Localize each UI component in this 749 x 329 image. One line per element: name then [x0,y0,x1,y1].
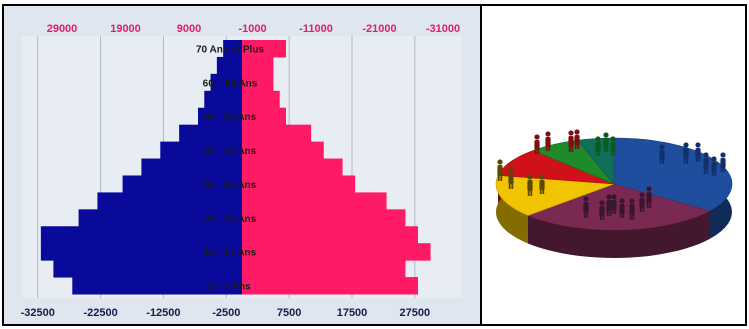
person-icon [619,198,625,218]
top-axis-tick-label: -21000 [362,23,396,35]
pie-slice [495,175,615,216]
person-icon [545,131,551,151]
bar-male [40,226,242,244]
bar-female [242,40,286,58]
bar-male [216,56,242,75]
bottom-axis-tick-label: -32500 [21,307,55,319]
pie-panel [482,6,745,324]
bottom-axis-tick-label: 7500 [277,307,301,319]
pie-slice-side [496,175,528,244]
bar-female [242,107,286,126]
pie-slice [613,137,733,212]
person-icon [611,194,617,214]
bar-male [179,124,242,143]
bar-male [160,141,242,160]
age-group-label: 70 Ans et Plus [196,44,264,55]
bar-male [210,73,242,92]
bar-female [242,175,356,193]
top-axis-tick-label: -1000 [238,23,266,35]
bar-male [122,175,242,193]
person-icon [629,198,635,220]
age-group-label: 0 - 4 Ans [209,282,251,293]
bar-female [242,209,406,227]
person-icon [527,174,533,196]
age-group-label: 20 - 24 Ans [204,214,257,225]
person-icon [595,136,601,156]
person-icon [720,152,726,172]
age-group-label: 10 - 14 Ans [204,248,257,259]
bar-male [223,40,242,58]
person-icon [508,167,514,189]
bar-male [198,107,242,126]
bar-female [242,277,418,295]
person-icon [534,134,540,154]
bar-male [72,277,243,295]
bottom-axis-tick-label: -12500 [146,307,180,319]
bar-female [242,90,280,109]
top-axis-tick-label: 29000 [47,23,78,35]
population-pyramid-chart: 0 - 4 Ans 10 - 14 Ans 20 - 24 Ans 30 - 34 A… [21,23,462,319]
person-icon [695,142,701,162]
person-icon [703,152,709,174]
person-icon [610,136,616,156]
bar-female [242,141,324,160]
bottom-axis-tick-label: -2500 [212,307,240,319]
age-group-label: 60 – 64 Ans [203,78,258,89]
bar-female [242,226,418,244]
bar-male [204,90,242,109]
person-icon [683,142,689,164]
bar-male [141,158,242,176]
age-group-label: 40 - 44 Ans [204,146,257,157]
top-axis-tick-label: -11000 [299,23,333,35]
pie-slice-side [528,211,710,258]
bar-male [97,192,242,210]
population-pyramid-panel: 0 - 4 Ans 10 - 14 Ans 20 - 24 Ans 30 - 34 A… [4,6,482,324]
bar-female [242,192,387,210]
bar-female [242,124,312,143]
person-icon [711,156,717,176]
bottom-axis-tick-label: 27500 [400,307,431,319]
top-axis-tick-label: 9000 [177,23,201,35]
bar-male [78,209,242,227]
person-icon [574,129,580,149]
person-icon [583,196,589,218]
person-icon [599,200,605,220]
figure-frame: 0 - 4 Ans 10 - 14 Ans 20 - 24 Ans 30 - 34 A… [2,4,747,326]
person-icon [497,159,503,181]
pie-slice [527,183,711,231]
bottom-axis-tick-label: -22500 [83,307,117,319]
people-pie-chart [495,129,733,258]
age-group-label: 30 - 34 Ans [204,180,257,191]
person-icon [639,192,645,212]
bar-female [242,243,431,261]
bar-female [242,73,274,92]
top-axis-tick-label: 19000 [110,23,141,35]
bar-male [40,243,242,261]
person-icon [606,194,612,216]
bar-female [242,260,406,278]
age-group-label: 50 - 54 Ans [204,112,257,123]
bar-male [53,260,242,278]
person-icon [603,132,609,152]
bottom-axis-tick-label: 17500 [337,307,368,319]
bar-female [242,56,274,75]
person-icon [568,130,574,152]
person-icon [659,144,665,164]
top-axis-tick-label: -31000 [426,23,460,35]
bar-female [242,158,343,176]
person-icon [646,186,652,208]
person-icon [539,174,545,194]
